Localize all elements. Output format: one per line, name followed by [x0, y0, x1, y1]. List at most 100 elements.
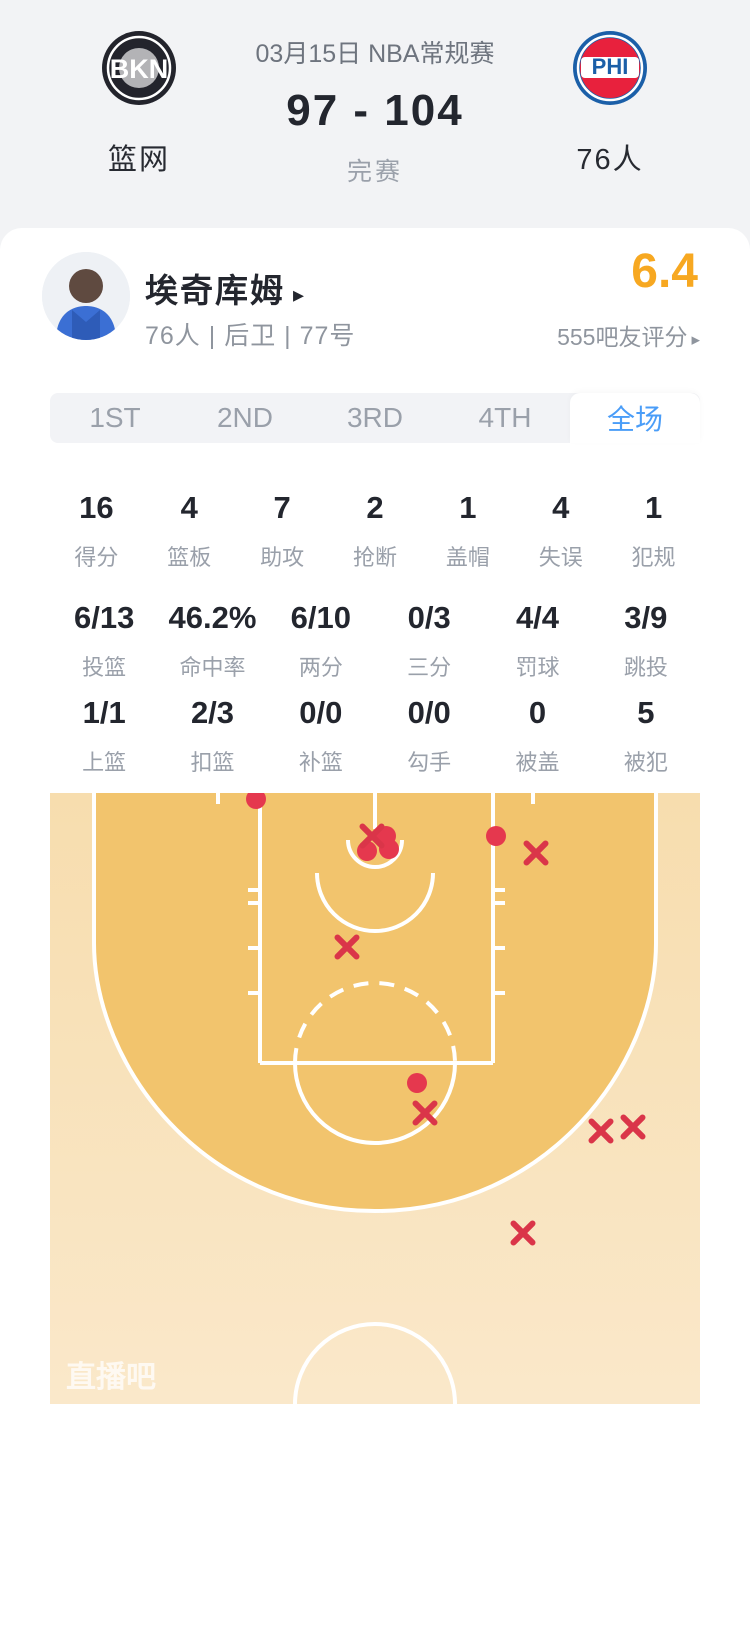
match-date: 03月15日 NBA常规赛	[255, 40, 495, 68]
stat-value: 6/10	[290, 600, 351, 635]
home-team-name: 篮网	[107, 144, 170, 176]
stat-勾手: 0/0 勾手	[375, 695, 483, 777]
tab-1ST[interactable]: 1ST	[89, 402, 141, 433]
free-throw-circle-top	[293, 981, 457, 1064]
stat-row-3: 1/1 上篮 2/3 扣篮 0/0 补篮 0/0 勾手 0 被盖 5 被犯	[50, 695, 700, 777]
stat-label: 助攻	[260, 545, 305, 570]
final-score: 97 - 104	[286, 86, 464, 135]
match-header: BKN 篮网 03月15日 NBA常规赛 97 - 104 完赛 PHI 76人	[0, 0, 750, 228]
tab-全场[interactable]: 全场	[570, 393, 700, 443]
baseline-notches	[216, 793, 535, 804]
stat-value: 0/0	[299, 695, 343, 730]
stat-label: 犯规	[631, 545, 676, 570]
stat-label: 上篮	[82, 750, 127, 775]
stat-value: 6/13	[73, 600, 135, 635]
three-point-line	[92, 793, 658, 1214]
quarter-tabs: 1ST 2ND 3RD 4TH 全场	[50, 393, 700, 443]
stat-value: 16	[79, 490, 114, 525]
shot-markers	[246, 789, 646, 1246]
stat-value: 3/9	[624, 600, 668, 635]
stat-犯规: 1 犯规	[607, 490, 700, 572]
tab-4TH[interactable]: 4TH	[478, 402, 532, 433]
tab-3RD[interactable]: 3RD	[346, 402, 403, 433]
stat-篮板: 4 篮板	[143, 490, 236, 572]
stat-row-1: 16 得分 4 篮板 7 助攻 2 抢断 1 盖帽 4 失误 1 犯规	[50, 490, 700, 572]
stat-value: 1	[459, 490, 477, 525]
court-lines	[92, 793, 658, 1405]
player-name[interactable]: 埃奇库姆 ▸	[145, 272, 307, 309]
home-team: BKN 篮网	[59, 30, 219, 178]
tab-2ND[interactable]: 2ND	[216, 402, 273, 433]
lane-hashes-right	[493, 888, 505, 995]
stat-失误: 4 失误	[514, 490, 607, 572]
away-team-name: 76人	[576, 144, 644, 176]
player-avatar[interactable]	[42, 252, 130, 340]
stat-label: 跳投	[623, 655, 668, 680]
stat-label: 被盖	[515, 750, 560, 775]
missed-shot-marker	[412, 1100, 438, 1126]
player-rating: 6.4	[631, 245, 698, 298]
svg-text:BKN: BKN	[110, 54, 169, 84]
stat-value: 4	[180, 490, 198, 525]
player-meta: 76人 | 后卫 | 77号	[145, 322, 356, 350]
stat-被犯: 5 被犯	[592, 695, 700, 777]
stat-label: 抢断	[352, 545, 397, 570]
stat-盖帽: 1 盖帽	[421, 490, 514, 572]
bkn-logo: BKN	[101, 30, 177, 106]
stat-label: 盖帽	[445, 545, 490, 570]
stat-value: 5	[637, 695, 655, 730]
stat-label: 得分	[74, 545, 119, 570]
stat-label: 补篮	[298, 750, 343, 775]
made-shot-marker	[246, 789, 266, 809]
stat-value: 2/3	[190, 695, 235, 730]
away-team: PHI 76人	[530, 30, 690, 178]
stat-value: 0/3	[407, 600, 451, 635]
stat-label: 两分	[298, 655, 343, 680]
stat-上篮: 1/1 上篮	[50, 695, 158, 777]
rating-link[interactable]: 555吧友评分 ▸	[557, 324, 700, 350]
stat-value: 1/1	[82, 695, 126, 730]
rim-arc	[346, 839, 404, 869]
missed-shot-marker	[359, 823, 385, 849]
center-circle	[293, 1322, 457, 1405]
phi-logo: PHI	[572, 30, 648, 106]
match-status: 完赛	[346, 158, 403, 186]
stat-row-2: 6/13 投篮 46.2% 命中率 6/10 两分 0/3 三分 4/4 罚球 3/9 跳投	[50, 600, 700, 682]
shot-chart-svg: 直播吧	[50, 789, 700, 1405]
rating-arrow-icon: ▸	[691, 330, 700, 349]
stat-value: 4	[552, 490, 570, 525]
stat-被盖: 0 被盖	[483, 695, 591, 777]
made-shot-marker	[407, 1073, 427, 1093]
stat-label: 扣篮	[190, 750, 235, 775]
missed-shot-marker	[620, 1114, 646, 1140]
restricted-arc	[315, 872, 435, 933]
made-shot-marker	[486, 826, 506, 846]
stats-grid: 16 得分 4 篮板 7 助攻 2 抢断 1 盖帽 4 失误 1 犯规 6/13 投篮 46.2% 命中率 6/10…	[50, 490, 700, 775]
stat-命中率: 46.2% 命中率	[158, 600, 266, 682]
shot-chart: 直播吧	[50, 789, 700, 1405]
stat-label: 命中率	[179, 655, 246, 680]
court-watermark: 直播吧	[66, 1361, 156, 1394]
score-block: 03月15日 NBA常规赛 97 - 104 完赛	[215, 0, 535, 188]
footer: 8 直播吧 扫描二维码 查看更多体育赛事及资讯	[0, 1404, 750, 1629]
stat-label: 篮板	[167, 545, 212, 570]
stat-value: 1	[644, 490, 663, 525]
missed-shot-marker	[334, 934, 360, 960]
stat-label: 失误	[538, 545, 583, 570]
stat-扣篮: 2/3 扣篮	[158, 695, 266, 777]
stat-value: 0/0	[407, 695, 451, 730]
stat-value: 4/4	[515, 600, 560, 635]
stat-value: 46.2%	[168, 600, 257, 635]
stat-补篮: 0/0 补篮	[267, 695, 375, 777]
stat-跳投: 3/9 跳投	[592, 600, 700, 682]
stat-两分: 6/10 两分	[267, 600, 375, 682]
stat-抢断: 2 抢断	[329, 490, 422, 572]
stat-label: 投篮	[82, 655, 127, 680]
missed-shot-marker	[523, 840, 549, 866]
stat-label: 三分	[407, 655, 452, 680]
stat-罚球: 4/4 罚球	[483, 600, 591, 682]
name-arrow-icon: ▸	[293, 282, 307, 307]
stat-得分: 16 得分	[50, 490, 143, 572]
stat-投篮: 6/13 投篮	[50, 600, 158, 682]
stat-助攻: 7 助攻	[236, 490, 329, 572]
